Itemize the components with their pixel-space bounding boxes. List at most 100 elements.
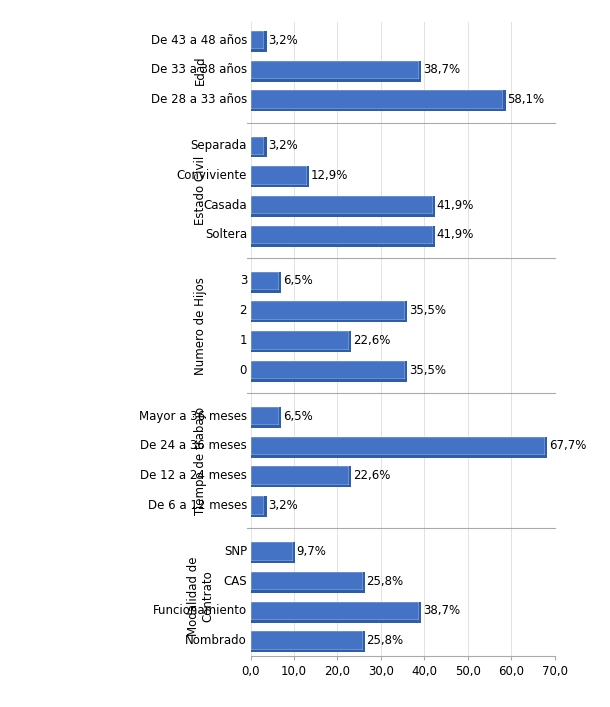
Text: De 6 a 12 meses: De 6 a 12 meses (148, 499, 247, 512)
Bar (265, 155, 267, 158)
Bar (419, 620, 422, 623)
Text: 41,9%: 41,9% (437, 228, 474, 241)
Bar (251, 515, 265, 517)
Bar (363, 631, 365, 650)
Text: 38,7%: 38,7% (423, 604, 460, 617)
Bar (265, 49, 267, 52)
Bar (503, 90, 506, 109)
Bar (349, 350, 351, 352)
Text: Modalidad de
Contrato: Modalidad de Contrato (187, 556, 215, 636)
Bar (251, 602, 419, 620)
Bar (251, 455, 545, 457)
Bar (251, 49, 265, 52)
Text: De 33 a 38 años: De 33 a 38 años (151, 64, 247, 76)
Bar (265, 515, 267, 517)
Text: Funcionamiento: Funcionamiento (153, 604, 247, 617)
Bar (363, 650, 365, 653)
Bar (432, 226, 436, 244)
Bar (307, 166, 309, 185)
Bar (251, 90, 503, 109)
Bar (251, 136, 265, 155)
Bar (251, 350, 349, 352)
Bar (251, 166, 307, 185)
Text: 25,8%: 25,8% (367, 575, 404, 588)
Bar (419, 602, 422, 620)
Bar (251, 244, 432, 247)
Bar (405, 361, 407, 380)
Text: Soltera: Soltera (205, 228, 247, 241)
Bar (293, 542, 295, 561)
Bar (279, 290, 281, 293)
Text: Edad: Edad (194, 55, 207, 85)
Text: 58,1%: 58,1% (507, 93, 544, 106)
Bar (251, 196, 432, 214)
Text: De 12 a 24 meses: De 12 a 24 meses (140, 469, 247, 482)
Bar (251, 620, 419, 623)
Text: Mayor a 36 meses: Mayor a 36 meses (139, 410, 247, 423)
Bar (349, 467, 351, 485)
Bar (545, 455, 548, 457)
Text: 41,9%: 41,9% (437, 199, 474, 211)
Bar (363, 590, 365, 593)
Bar (251, 380, 405, 382)
Bar (251, 467, 349, 485)
Bar (349, 331, 351, 350)
Text: Tiempo de trabajo: Tiempo de trabajo (194, 407, 207, 515)
Bar (251, 320, 405, 322)
Bar (251, 61, 419, 79)
Text: CAS: CAS (223, 575, 247, 588)
Text: 3: 3 (240, 274, 247, 288)
Bar (405, 320, 407, 322)
Bar (265, 136, 267, 155)
Text: 6,5%: 6,5% (282, 274, 312, 288)
Text: 1: 1 (240, 334, 247, 347)
Bar (279, 271, 281, 290)
Text: 25,8%: 25,8% (367, 634, 404, 647)
Bar (279, 426, 281, 428)
Bar (432, 214, 436, 217)
Bar (503, 109, 506, 111)
Bar (251, 226, 432, 244)
Text: De 24 a 36 meses: De 24 a 36 meses (140, 440, 247, 452)
Text: Separada: Separada (191, 139, 247, 152)
Bar (405, 380, 407, 382)
Bar (265, 31, 267, 49)
Text: Casada: Casada (203, 199, 247, 211)
Bar (545, 437, 548, 455)
Bar (432, 244, 436, 247)
Bar (279, 407, 281, 426)
Bar (251, 572, 363, 590)
Bar (251, 31, 265, 49)
Bar (251, 407, 279, 426)
Bar (251, 485, 349, 487)
Text: 38,7%: 38,7% (423, 64, 460, 76)
Bar (307, 185, 309, 187)
Bar (251, 79, 419, 81)
Text: Estado Civil: Estado Civil (194, 156, 207, 225)
Text: 35,5%: 35,5% (409, 304, 446, 317)
Bar (432, 196, 436, 214)
Bar (251, 185, 307, 187)
Bar (251, 426, 279, 428)
Bar (251, 496, 265, 515)
Text: Nombrado: Nombrado (185, 634, 247, 647)
Text: 3,2%: 3,2% (268, 139, 298, 152)
Text: 9,7%: 9,7% (296, 545, 326, 558)
Text: 67,7%: 67,7% (549, 440, 586, 452)
Bar (419, 61, 422, 79)
Text: 6,5%: 6,5% (282, 410, 312, 423)
Text: 0: 0 (240, 363, 247, 377)
Bar (251, 271, 279, 290)
Bar (293, 561, 295, 563)
Bar (251, 214, 432, 217)
Text: 22,6%: 22,6% (353, 334, 390, 347)
Text: 2: 2 (240, 304, 247, 317)
Bar (251, 290, 279, 293)
Text: 3,2%: 3,2% (268, 499, 298, 512)
Bar (251, 361, 405, 380)
Text: 3,2%: 3,2% (268, 34, 298, 47)
Bar (405, 301, 407, 320)
Text: Conviviente: Conviviente (177, 169, 247, 182)
Bar (251, 331, 349, 350)
Bar (251, 437, 545, 455)
